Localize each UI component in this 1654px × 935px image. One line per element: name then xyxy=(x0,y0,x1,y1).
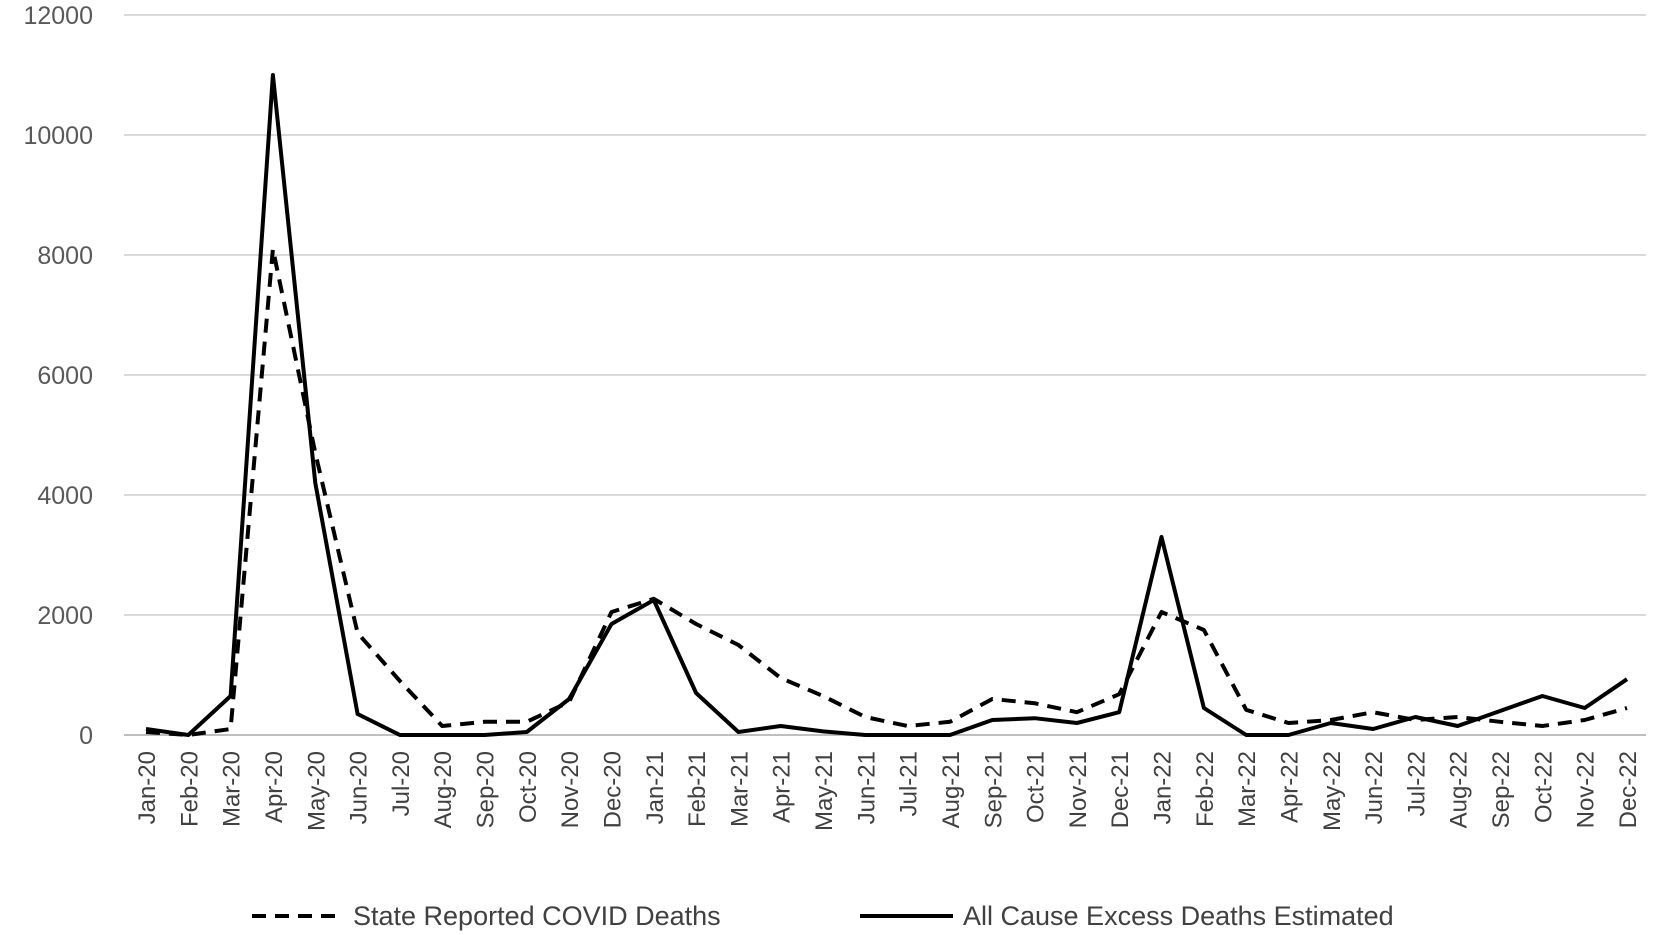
x-tick-label: Feb-20 xyxy=(176,751,203,827)
x-tick-label: Jan-22 xyxy=(1150,751,1177,824)
y-tick-label: 8000 xyxy=(37,242,93,270)
x-tick-label: Oct-20 xyxy=(515,751,542,823)
x-tick-label: Jul-20 xyxy=(388,751,415,816)
x-tick-label: Jun-22 xyxy=(1361,751,1388,824)
series-line-excess xyxy=(145,73,1629,737)
y-tick-label: 10000 xyxy=(23,122,93,150)
x-tick-label: Sep-22 xyxy=(1488,751,1515,828)
x-tick-label: Aug-21 xyxy=(938,751,965,828)
x-tick-label: Jul-22 xyxy=(1403,751,1430,816)
x-tick-label: Jan-20 xyxy=(134,751,161,824)
x-tick-label: Aug-22 xyxy=(1446,751,1473,828)
y-tick-label: 2000 xyxy=(37,602,93,630)
gridlines xyxy=(124,14,1646,616)
legend-item-covid: State Reported COVID Deaths xyxy=(252,901,721,931)
x-tick-label: Jan-21 xyxy=(642,751,669,824)
legend-item-excess: All Cause Excess Deaths Estimated xyxy=(860,901,1394,931)
x-tick-label: Apr-22 xyxy=(1276,751,1303,823)
y-axis-ticks: 0 2000 4000 6000 8000 10000 12000 xyxy=(23,2,93,750)
x-tick-label: Apr-20 xyxy=(261,751,288,823)
x-tick-label: Mar-21 xyxy=(726,751,753,827)
x-tick-label: May-21 xyxy=(811,751,838,831)
x-tick-label: May-20 xyxy=(303,751,330,831)
x-tick-label: Sep-21 xyxy=(980,751,1007,828)
x-tick-label: Sep-20 xyxy=(473,751,500,828)
x-tick-label: Jun-21 xyxy=(853,751,880,824)
x-tick-label: Nov-21 xyxy=(1065,751,1092,828)
x-tick-label: Aug-20 xyxy=(430,751,457,828)
x-tick-label: May-22 xyxy=(1319,751,1346,831)
x-tick-label: Jun-20 xyxy=(346,751,373,824)
x-tick-label: Mar-22 xyxy=(1234,751,1261,827)
x-tick-label: Mar-20 xyxy=(219,751,246,827)
legend-label-excess: All Cause Excess Deaths Estimated xyxy=(963,901,1394,931)
x-tick-label: Feb-21 xyxy=(684,751,711,827)
x-tick-label: Dec-20 xyxy=(599,751,626,828)
x-tick-label: Dec-21 xyxy=(1107,751,1134,828)
x-tick-label: Apr-21 xyxy=(769,751,796,823)
x-tick-label: Nov-20 xyxy=(557,751,584,828)
x-tick-label: Nov-22 xyxy=(1573,751,1600,828)
x-tick-label: Feb-22 xyxy=(1192,751,1219,827)
x-tick-label: Oct-21 xyxy=(1023,751,1050,823)
series-line-covid xyxy=(145,247,1628,737)
x-tick-label: Oct-22 xyxy=(1530,751,1557,823)
legend-label-covid: State Reported COVID Deaths xyxy=(353,901,721,931)
y-tick-label: 0 xyxy=(79,722,93,750)
x-tick-label: Jul-21 xyxy=(896,751,923,816)
y-tick-label: 12000 xyxy=(23,2,93,30)
x-tick-label: Dec-22 xyxy=(1615,751,1642,828)
y-tick-label: 4000 xyxy=(37,482,93,510)
x-axis-ticks: Jan-20 Feb-20 Mar-20 Apr-20 May-20 Jun-20 Jul-… xyxy=(134,751,1642,831)
series-lines xyxy=(145,73,1629,737)
y-tick-label: 6000 xyxy=(37,362,93,390)
legend: State Reported COVID Deaths All Cause Ex… xyxy=(252,901,1394,931)
